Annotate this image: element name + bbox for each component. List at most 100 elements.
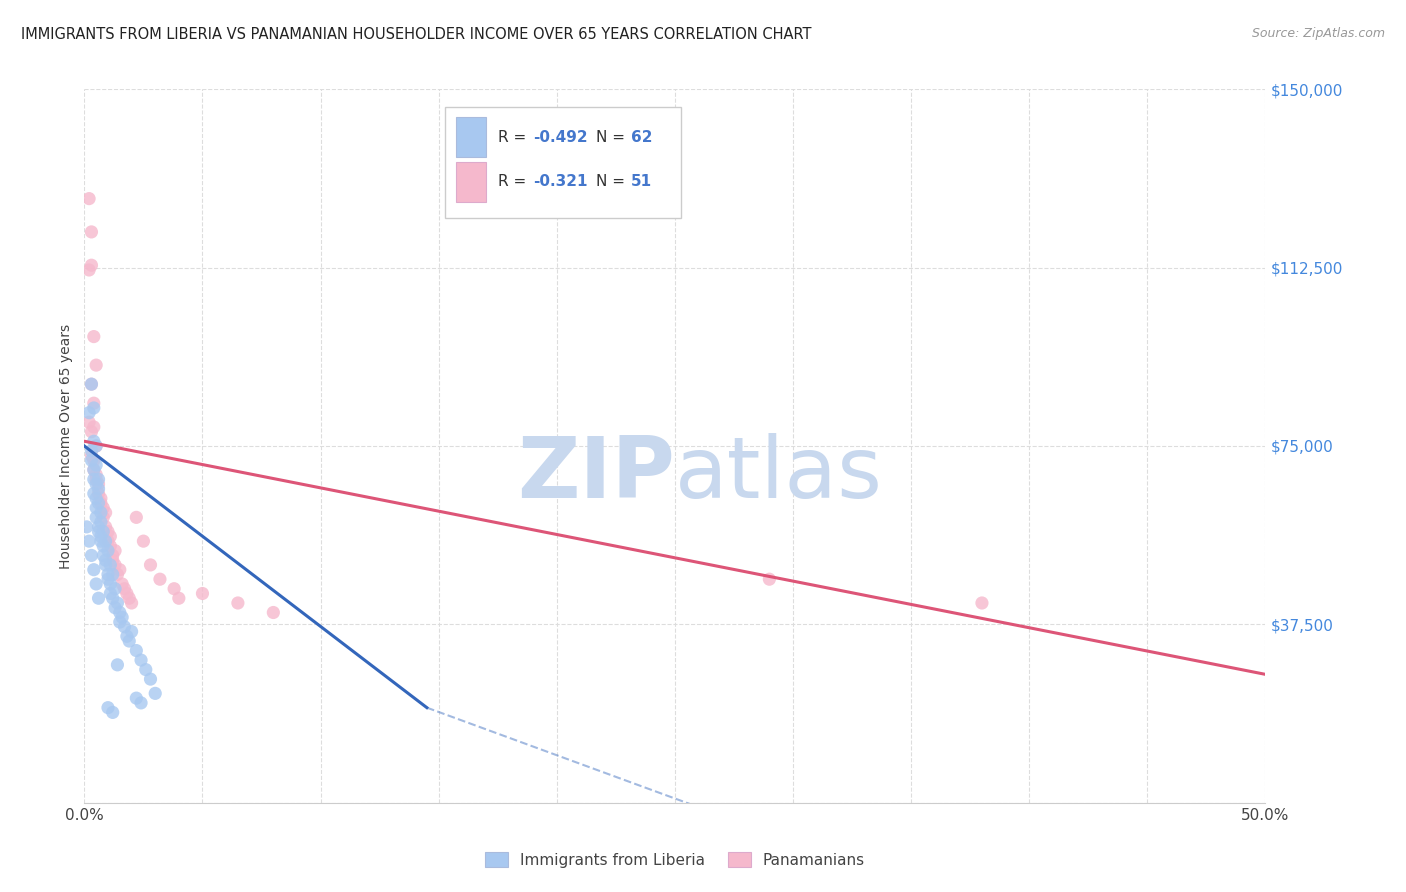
- Point: [163, 582, 186, 596]
- Point: [87, 524, 110, 539]
- Point: [98, 529, 121, 543]
- Point: [77, 263, 100, 277]
- Point: [91, 510, 114, 524]
- Point: [139, 672, 162, 686]
- Point: [101, 706, 124, 720]
- Point: [118, 634, 141, 648]
- Point: [91, 549, 114, 563]
- Text: N =: N =: [596, 129, 630, 145]
- Point: [132, 534, 155, 549]
- Point: [84, 439, 107, 453]
- Bar: [444, 107, 681, 218]
- Point: [167, 591, 190, 606]
- Point: [84, 439, 107, 453]
- Text: IMMIGRANTS FROM LIBERIA VS PANAMANIAN HOUSEHOLDER INCOME OVER 65 YEARS CORRELATI: IMMIGRANTS FROM LIBERIA VS PANAMANIAN HO…: [21, 27, 811, 42]
- Point: [80, 225, 103, 239]
- Point: [97, 524, 120, 539]
- Point: [98, 558, 121, 572]
- Point: [111, 610, 134, 624]
- Point: [115, 586, 138, 600]
- Point: [107, 657, 129, 672]
- Point: [98, 539, 121, 553]
- Text: R =: R =: [498, 129, 531, 145]
- Point: [80, 453, 103, 467]
- Point: [970, 596, 993, 610]
- Point: [262, 606, 284, 620]
- Point: [77, 192, 100, 206]
- Text: R =: R =: [498, 175, 531, 189]
- Point: [125, 643, 148, 657]
- Point: [115, 629, 138, 643]
- Point: [149, 572, 172, 586]
- Point: [87, 482, 110, 496]
- Point: [80, 449, 103, 463]
- Point: [83, 472, 105, 486]
- Text: 51: 51: [631, 175, 652, 189]
- Point: [83, 563, 105, 577]
- Point: [77, 406, 100, 420]
- Point: [91, 500, 114, 515]
- Point: [90, 515, 112, 529]
- Point: [84, 491, 107, 506]
- Point: [87, 477, 110, 491]
- Point: [108, 563, 131, 577]
- Point: [108, 615, 131, 629]
- Point: [114, 620, 136, 634]
- Point: [139, 558, 162, 572]
- Point: [143, 686, 166, 700]
- Text: ZIP: ZIP: [517, 433, 675, 516]
- Point: [84, 510, 107, 524]
- Point: [226, 596, 249, 610]
- Point: [104, 558, 127, 572]
- Bar: [457, 118, 486, 157]
- Point: [91, 539, 114, 553]
- Point: [84, 467, 107, 482]
- Point: [94, 506, 117, 520]
- Bar: [457, 162, 486, 202]
- Point: [87, 591, 110, 606]
- Point: [84, 500, 107, 515]
- Point: [80, 377, 103, 392]
- Point: [104, 582, 127, 596]
- Point: [97, 572, 120, 586]
- Point: [91, 524, 114, 539]
- Point: [80, 443, 103, 458]
- Point: [87, 472, 110, 486]
- Point: [94, 553, 117, 567]
- Point: [83, 401, 105, 415]
- Point: [107, 567, 129, 582]
- Point: [87, 496, 110, 510]
- Point: [83, 329, 105, 343]
- Point: [129, 653, 152, 667]
- Point: [80, 425, 103, 439]
- Text: -0.492: -0.492: [533, 129, 588, 145]
- Point: [97, 567, 120, 582]
- Point: [83, 396, 105, 410]
- Point: [118, 591, 141, 606]
- Point: [107, 596, 129, 610]
- Legend: Immigrants from Liberia, Panamanians: Immigrants from Liberia, Panamanians: [478, 846, 872, 873]
- Point: [80, 549, 103, 563]
- Point: [90, 534, 112, 549]
- Point: [108, 606, 131, 620]
- Point: [104, 543, 127, 558]
- Point: [191, 586, 214, 600]
- Point: [111, 577, 134, 591]
- Point: [94, 558, 117, 572]
- Point: [129, 696, 152, 710]
- Point: [94, 534, 117, 549]
- Point: [101, 553, 124, 567]
- Text: Source: ZipAtlas.com: Source: ZipAtlas.com: [1251, 27, 1385, 40]
- Point: [97, 534, 120, 549]
- Text: N =: N =: [596, 175, 630, 189]
- Point: [80, 258, 103, 272]
- Point: [84, 477, 107, 491]
- Point: [101, 591, 124, 606]
- Point: [90, 491, 112, 506]
- Point: [84, 458, 107, 472]
- Y-axis label: Householder Income Over 65 years: Householder Income Over 65 years: [59, 324, 73, 568]
- Point: [114, 582, 136, 596]
- Point: [125, 691, 148, 706]
- Point: [83, 420, 105, 434]
- Point: [83, 434, 105, 449]
